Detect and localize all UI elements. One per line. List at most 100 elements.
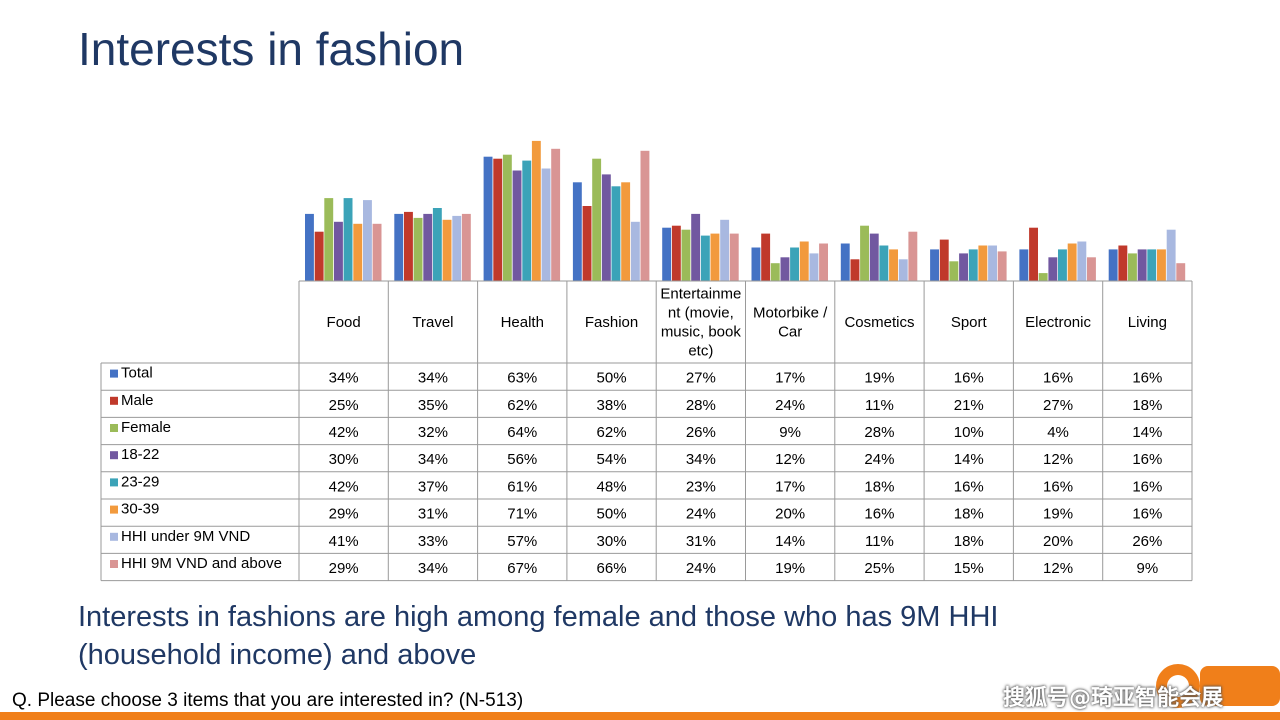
category-label-living: Living (1128, 314, 1167, 331)
bar-18-22-cosmetics (869, 233, 879, 281)
bar-male-fashion (582, 206, 592, 281)
category-label-electronic: Electronic (1025, 314, 1091, 331)
table-cell: 26% (1132, 533, 1162, 550)
table-cell: 17% (775, 478, 805, 495)
bar-hhi-under-9m-vnd-health (541, 168, 551, 281)
table-cell: 25% (329, 397, 359, 414)
table-cell: 14% (954, 451, 984, 468)
bar-hhi-9m-vnd-and-above-cosmetics (908, 231, 918, 281)
table-cell: 29% (329, 506, 359, 523)
category-label-entertainment: Entertainme nt (movie, music, book etc) (660, 286, 741, 360)
bar-30-39-motorbike (799, 241, 809, 281)
bar-male-living (1118, 245, 1128, 281)
table-cell: 41% (329, 533, 359, 550)
bar-hhi-under-9m-vnd-sport (988, 245, 997, 281)
legend-key-male (110, 396, 118, 405)
table-cell: 61% (507, 478, 537, 495)
table-cell: 30% (329, 451, 359, 468)
table-cell: 19% (864, 370, 894, 387)
table-cell: 31% (418, 506, 448, 523)
table-cell: 62% (597, 424, 627, 441)
table-cell: 62% (507, 397, 537, 414)
table-cell: 25% (864, 560, 894, 577)
row-label-23-29: 23-29 (121, 473, 159, 490)
table-cell: 42% (329, 424, 359, 441)
table-cell: 16% (1043, 478, 1073, 495)
bar-hhi-9m-vnd-and-above-electronic (1087, 257, 1096, 281)
bar-female-food (324, 198, 334, 281)
table-cell: 10% (954, 424, 984, 441)
legend-key-hhi-under-9m-vnd (110, 532, 118, 541)
bar-23-29-cosmetics (879, 245, 889, 281)
table-cell: 64% (507, 424, 537, 441)
category-label-travel: Travel (412, 314, 453, 331)
category-label-fashion: Fashion (585, 314, 638, 331)
bar-female-cosmetics (860, 225, 869, 281)
bar-female-motorbike (770, 263, 780, 281)
bar-30-39-sport (978, 245, 988, 281)
bar-23-29-food (343, 198, 353, 281)
table-cell: 67% (507, 560, 537, 577)
category-label-food: Food (327, 314, 361, 331)
bar-23-29-health (522, 160, 532, 281)
bar-30-39-travel (442, 219, 452, 281)
bar-hhi-9m-vnd-and-above-fashion (640, 150, 650, 281)
bar-hhi-9m-vnd-and-above-living (1176, 263, 1186, 281)
table-cell: 28% (864, 424, 894, 441)
table-cell: 27% (686, 370, 716, 387)
bar-23-29-electronic (1058, 249, 1067, 281)
category-label-health: Health (501, 314, 544, 331)
table-cell: 50% (597, 370, 627, 387)
bar-female-living (1128, 253, 1137, 281)
bar-female-electronic (1038, 273, 1048, 281)
table-cell: 20% (775, 506, 805, 523)
table-cell: 16% (954, 478, 984, 495)
table-cell: 18% (864, 478, 894, 495)
bar-male-food (314, 231, 324, 281)
bar-30-39-cosmetics (889, 249, 898, 281)
bar-male-health (493, 158, 503, 281)
table-cell: 9% (1137, 560, 1159, 577)
row-label-30-39: 30-39 (121, 501, 159, 518)
bar-hhi-9m-vnd-and-above-food (372, 223, 382, 281)
table-cell: 38% (597, 397, 627, 414)
table-cell: 21% (954, 397, 984, 414)
row-label-male: Male (121, 392, 154, 409)
bar-chart-with-data-table: Food Travel Health Fashion Entertainme nt (mo… (100, 140, 1193, 582)
table-cell: 56% (507, 451, 537, 468)
table-cell: 18% (954, 506, 984, 523)
table-cell: 31% (686, 533, 716, 550)
table-cell: 11% (865, 397, 894, 414)
bar-male-sport (939, 239, 949, 281)
table-cell: 48% (597, 478, 627, 495)
table-cell: 19% (775, 560, 805, 577)
bar-total-health (483, 156, 493, 281)
table-cell: 16% (1132, 506, 1162, 523)
bar-18-22-food (334, 221, 343, 281)
bar-male-cosmetics (850, 259, 860, 281)
bar-18-22-entertainment (691, 213, 701, 281)
bar-18-22-living (1137, 249, 1147, 281)
legend-key-18-22 (110, 451, 118, 460)
summary-text: Interests in fashions are high among fem… (78, 601, 999, 671)
table-cell: 34% (418, 560, 448, 577)
bar-23-29-travel (432, 208, 442, 281)
legend-key-female (110, 424, 118, 432)
bar-hhi-under-9m-vnd-living (1166, 229, 1176, 281)
table-cell: 29% (329, 560, 359, 577)
table-cell: 16% (1132, 478, 1162, 495)
table-cell: 30% (597, 533, 627, 550)
table-cell: 37% (418, 478, 448, 495)
table-cell: 34% (686, 451, 716, 468)
table-cell: 14% (1132, 424, 1162, 441)
bar-total-motorbike (751, 247, 761, 281)
bar-23-29-fashion (611, 186, 621, 281)
legend-key-total (110, 369, 118, 378)
table-cell: 12% (775, 451, 805, 468)
bar-30-39-electronic (1067, 243, 1077, 281)
row-label-hhi-under-9m-vnd: HHI under 9M VND (121, 528, 250, 545)
table-cell: 42% (329, 478, 359, 495)
bar-18-22-travel (423, 213, 433, 281)
row-label-total: Total (121, 365, 153, 382)
bar-hhi-under-9m-vnd-food (363, 200, 372, 281)
